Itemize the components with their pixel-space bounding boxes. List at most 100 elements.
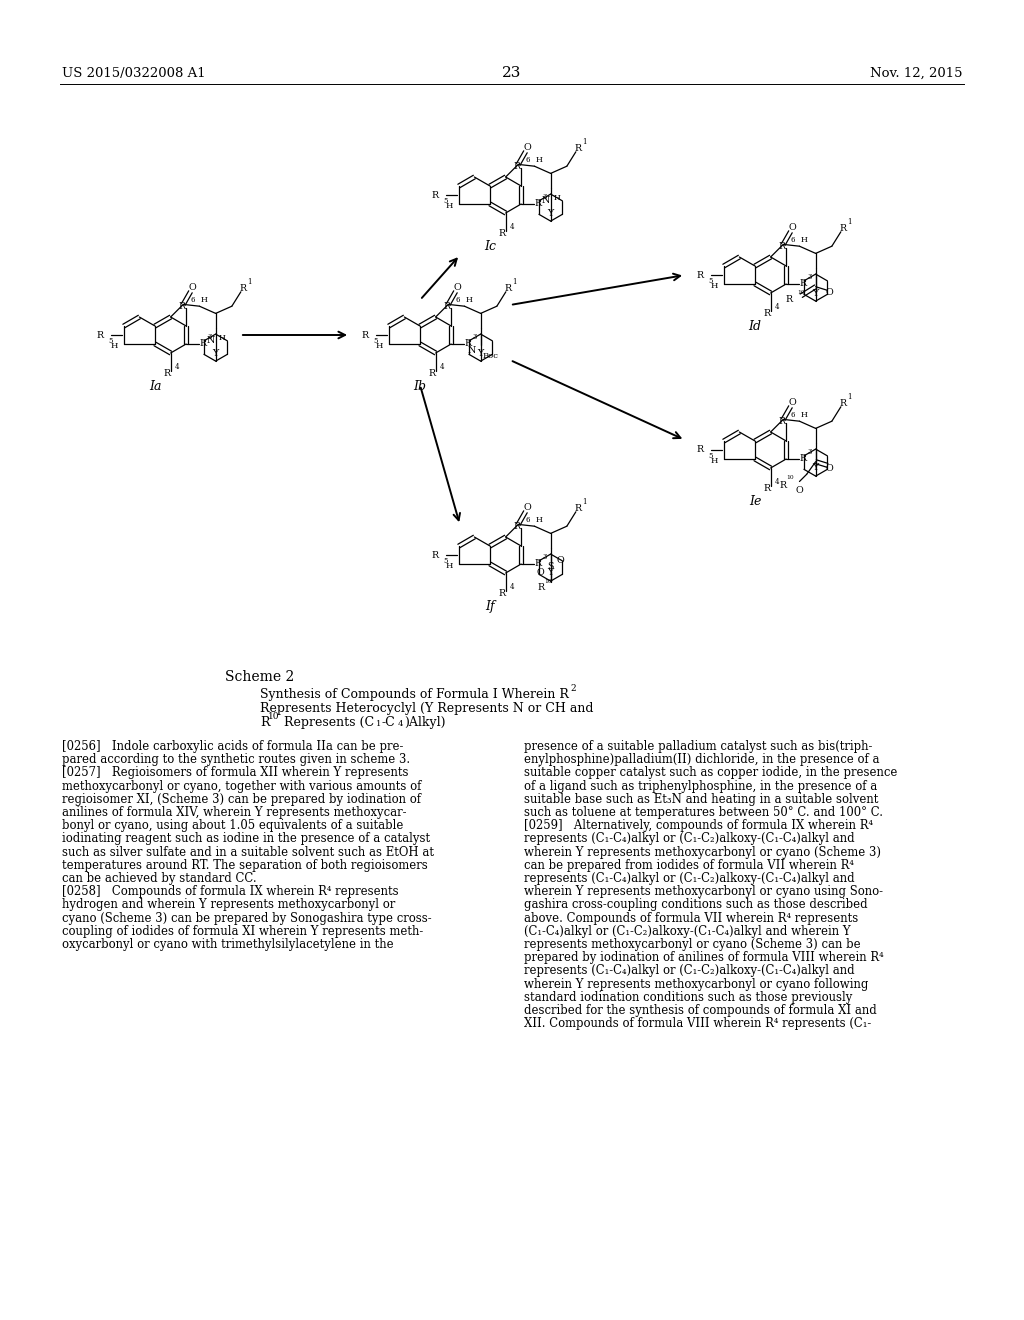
Text: wherein Y represents methoxycarbonyl or cyano following: wherein Y represents methoxycarbonyl or … bbox=[524, 978, 868, 990]
Text: 1: 1 bbox=[376, 719, 381, 729]
Text: H: H bbox=[218, 334, 225, 342]
Text: Id: Id bbox=[749, 319, 762, 333]
Text: If: If bbox=[485, 601, 495, 612]
Text: R: R bbox=[164, 370, 171, 379]
Text: 1: 1 bbox=[847, 218, 851, 226]
Text: 5: 5 bbox=[443, 557, 449, 565]
Text: suitable copper catalyst such as copper iodide, in the presence: suitable copper catalyst such as copper … bbox=[524, 767, 897, 779]
Text: N: N bbox=[542, 195, 550, 205]
Text: O: O bbox=[825, 465, 834, 474]
Text: 10: 10 bbox=[268, 711, 280, 721]
Text: 1: 1 bbox=[582, 498, 587, 506]
Text: [0259]   Alternatively, compounds of formula IX wherein R⁴: [0259] Alternatively, compounds of formu… bbox=[524, 820, 873, 832]
Text: 4: 4 bbox=[439, 363, 444, 371]
Text: gashira cross-coupling conditions such as those described: gashira cross-coupling conditions such a… bbox=[524, 899, 867, 911]
Text: Ib: Ib bbox=[414, 380, 427, 393]
Text: [0256]   Indole carboxylic acids of formula IIa can be pre-: [0256] Indole carboxylic acids of formul… bbox=[62, 741, 403, 752]
Text: H: H bbox=[801, 411, 807, 418]
Text: 5: 5 bbox=[443, 197, 449, 206]
Text: US 2015/0322008 A1: US 2015/0322008 A1 bbox=[62, 66, 206, 79]
Text: above. Compounds of formula VII wherein R⁴ represents: above. Compounds of formula VII wherein … bbox=[524, 912, 858, 924]
Text: 6: 6 bbox=[791, 236, 795, 244]
Text: Represents Heterocyclyl (Y Represents N or CH and: Represents Heterocyclyl (Y Represents N … bbox=[260, 702, 594, 715]
Text: Synthesis of Compounds of Formula I Wherein R: Synthesis of Compounds of Formula I Wher… bbox=[260, 688, 569, 701]
Text: (C₁-C₄)alkyl or (C₁-C₂)alkoxy-(C₁-C₄)alkyl and wherein Y: (C₁-C₄)alkyl or (C₁-C₂)alkoxy-(C₁-C₄)alk… bbox=[524, 925, 851, 937]
Text: Y: Y bbox=[548, 569, 554, 577]
Text: R: R bbox=[535, 558, 542, 568]
Text: Nov. 12, 2015: Nov. 12, 2015 bbox=[869, 66, 962, 79]
Text: XII. Compounds of formula VIII wherein R⁴ represents (C₁-: XII. Compounds of formula VIII wherein R… bbox=[524, 1018, 871, 1030]
Text: of a ligand such as triphenylphosphine, in the presence of a: of a ligand such as triphenylphosphine, … bbox=[524, 780, 878, 792]
Text: 6: 6 bbox=[190, 296, 195, 304]
Text: R: R bbox=[260, 715, 269, 729]
Text: can be prepared from iodides of formula VII wherein R⁴: can be prepared from iodides of formula … bbox=[524, 859, 854, 871]
Text: 5: 5 bbox=[374, 338, 378, 346]
Text: wherein Y represents methoxycarbonyl or cyano (Scheme 3): wherein Y represents methoxycarbonyl or … bbox=[524, 846, 881, 858]
Text: R: R bbox=[800, 279, 807, 288]
Text: 4: 4 bbox=[774, 304, 779, 312]
Text: O: O bbox=[788, 397, 796, 407]
Text: H: H bbox=[445, 562, 453, 570]
Text: R: R bbox=[432, 190, 439, 199]
Text: H: H bbox=[711, 281, 718, 290]
Text: suitable base such as Et₃N and heating in a suitable solvent: suitable base such as Et₃N and heating i… bbox=[524, 793, 879, 805]
Text: O: O bbox=[825, 288, 834, 297]
Text: Boc: Boc bbox=[482, 351, 499, 360]
Text: represents (C₁-C₄)alkyl or (C₁-C₂)alkoxy-(C₁-C₄)alkyl and: represents (C₁-C₄)alkyl or (C₁-C₂)alkoxy… bbox=[524, 965, 855, 977]
Text: 3: 3 bbox=[543, 193, 547, 201]
Text: R: R bbox=[499, 230, 506, 238]
Text: 6: 6 bbox=[525, 156, 529, 164]
Text: hydrogen and wherein Y represents methoxycarbonyl or: hydrogen and wherein Y represents methox… bbox=[62, 899, 395, 911]
Text: wherein Y represents methoxycarbonyl or cyano using Sono-: wherein Y represents methoxycarbonyl or … bbox=[524, 886, 883, 898]
Text: 10: 10 bbox=[786, 475, 795, 480]
Text: coupling of iodides of formula XI wherein Y represents meth-: coupling of iodides of formula XI wherei… bbox=[62, 925, 423, 937]
Text: R: R bbox=[432, 550, 439, 560]
Text: -C: -C bbox=[382, 715, 395, 729]
Text: O: O bbox=[788, 223, 796, 232]
Text: H: H bbox=[465, 296, 472, 304]
Text: R: R bbox=[779, 480, 786, 490]
Text: O: O bbox=[523, 143, 530, 152]
Text: R: R bbox=[538, 583, 545, 591]
Text: O: O bbox=[523, 503, 530, 512]
Text: anilines of formula XIV, wherein Y represents methoxycar-: anilines of formula XIV, wherein Y repre… bbox=[62, 807, 407, 818]
Text: R: R bbox=[839, 223, 846, 232]
Text: 6: 6 bbox=[455, 296, 460, 304]
Text: R: R bbox=[697, 271, 705, 280]
Text: R: R bbox=[574, 504, 582, 512]
Text: 5: 5 bbox=[109, 338, 113, 346]
Text: H: H bbox=[711, 457, 718, 465]
Text: R: R bbox=[499, 589, 506, 598]
Text: R: R bbox=[361, 330, 369, 339]
Text: H: H bbox=[801, 236, 807, 244]
Text: R: R bbox=[535, 198, 542, 207]
Text: R: R bbox=[179, 302, 186, 310]
Text: H: H bbox=[111, 342, 118, 350]
Text: presence of a suitable palladium catalyst such as bis(triph-: presence of a suitable palladium catalys… bbox=[524, 741, 872, 752]
Text: bonyl or cyano, using about 1.05 equivalents of a suitable: bonyl or cyano, using about 1.05 equival… bbox=[62, 820, 403, 832]
Text: R: R bbox=[574, 144, 582, 153]
Text: R: R bbox=[839, 399, 846, 408]
Text: O: O bbox=[188, 282, 196, 292]
Text: R: R bbox=[200, 339, 207, 347]
Text: O: O bbox=[453, 282, 461, 292]
Text: Ia: Ia bbox=[148, 380, 161, 393]
Text: 10: 10 bbox=[797, 289, 805, 294]
Text: 3: 3 bbox=[208, 333, 212, 341]
Text: H: H bbox=[375, 342, 383, 350]
Text: O: O bbox=[796, 486, 804, 495]
Text: H: H bbox=[536, 156, 543, 164]
Text: Y: Y bbox=[812, 289, 819, 297]
Text: oxycarbonyl or cyano with trimethylsilylacetylene in the: oxycarbonyl or cyano with trimethylsilyl… bbox=[62, 939, 393, 950]
Text: R: R bbox=[465, 339, 472, 347]
Text: prepared by iodination of anilines of formula VIII wherein R⁴: prepared by iodination of anilines of fo… bbox=[524, 952, 884, 964]
Text: R: R bbox=[239, 284, 246, 293]
Text: 5: 5 bbox=[709, 277, 713, 285]
Text: R: R bbox=[779, 417, 786, 425]
Text: Scheme 2: Scheme 2 bbox=[225, 671, 295, 684]
Text: 5: 5 bbox=[709, 453, 713, 461]
Text: R: R bbox=[504, 284, 511, 293]
Text: cyano (Scheme 3) can be prepared by Sonogashira type cross-: cyano (Scheme 3) can be prepared by Sono… bbox=[62, 912, 432, 924]
Text: 1: 1 bbox=[247, 279, 251, 286]
Text: 1: 1 bbox=[512, 279, 516, 286]
